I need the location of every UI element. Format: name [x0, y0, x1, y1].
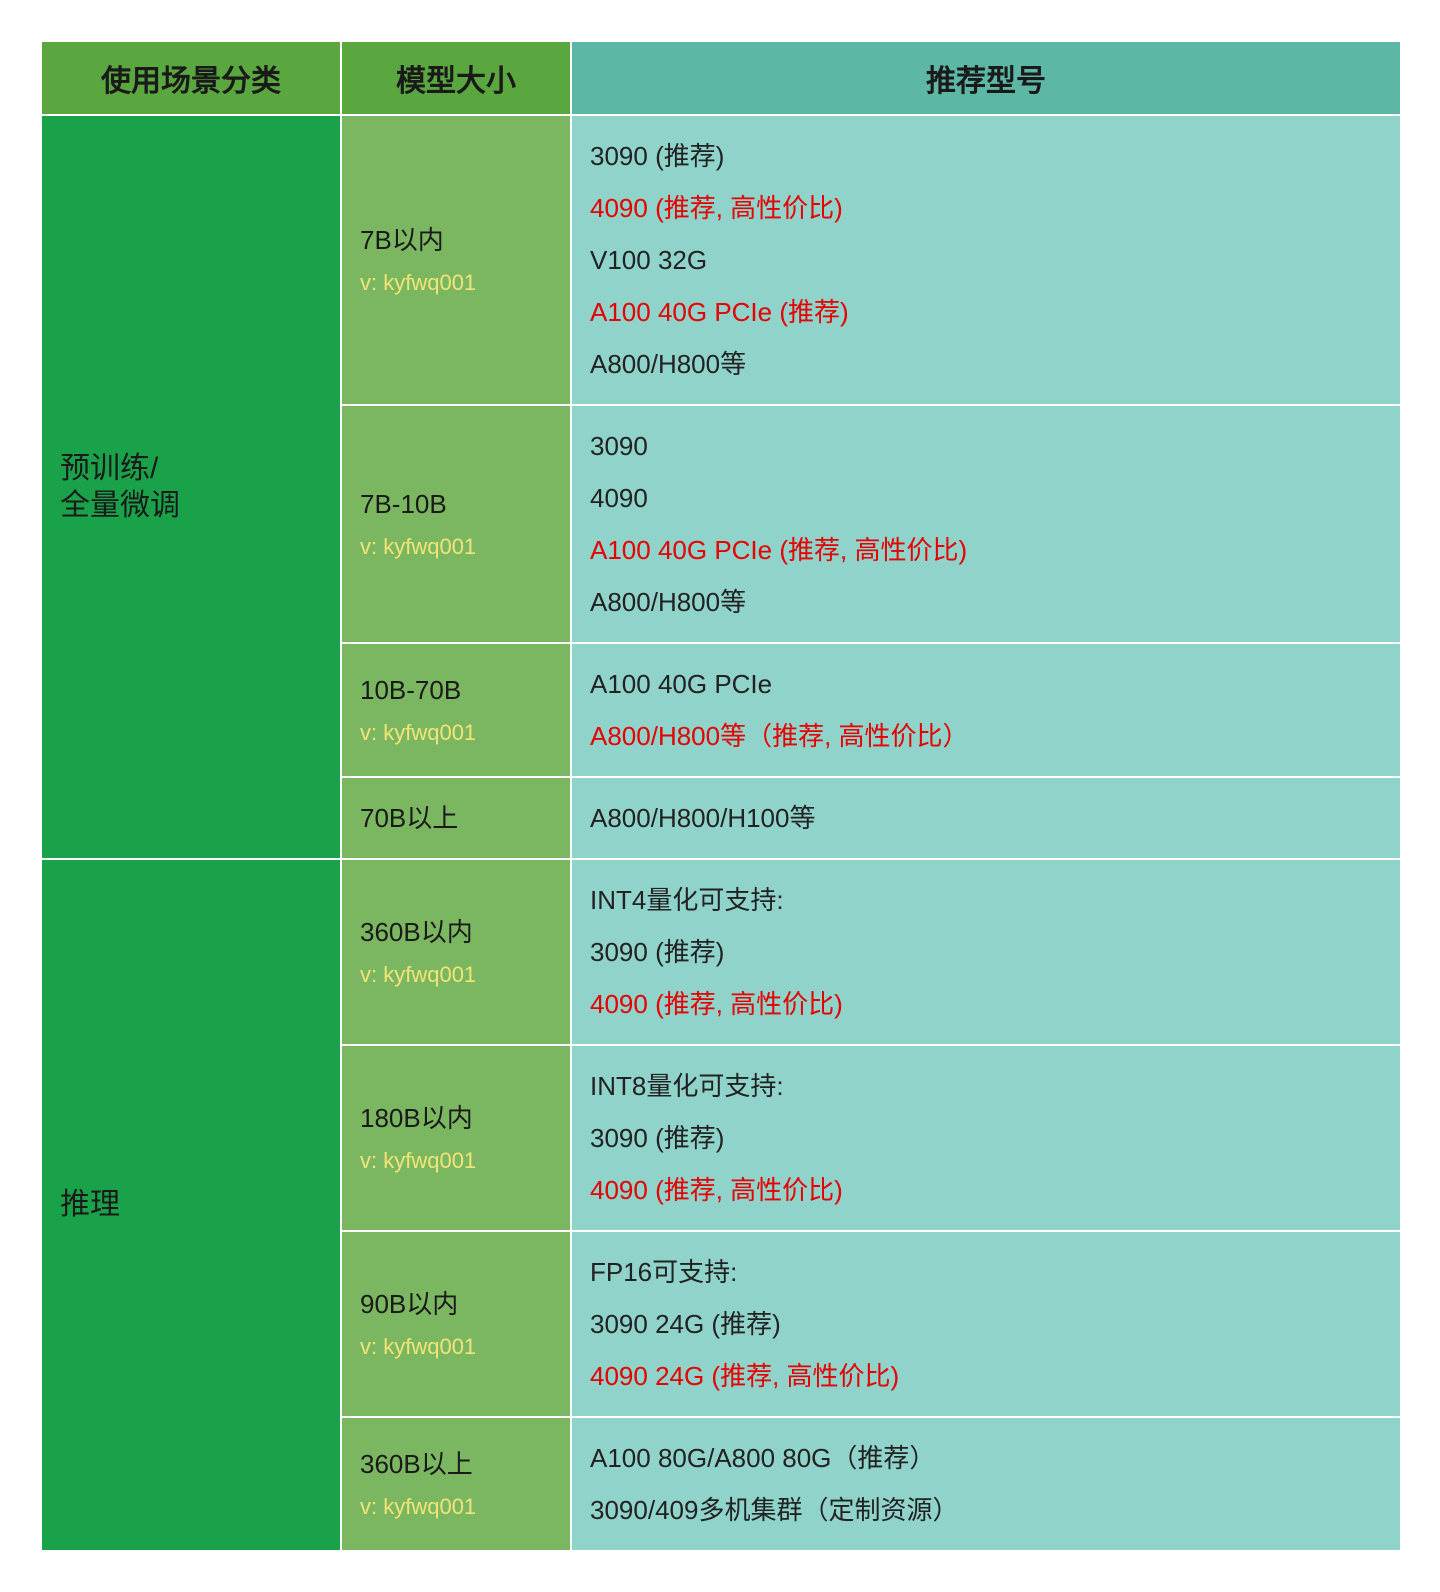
watermark-text: v: kyfwq001 [360, 1490, 552, 1523]
model-size-label: 180B以内 [360, 1099, 552, 1138]
model-size-label: 70B以上 [360, 799, 552, 838]
model-size-cell: 7B-10B v: kyfwq001 [341, 405, 571, 643]
recommendation-line: INT8量化可支持: [590, 1060, 1382, 1112]
recommendation-line: 3090 24G (推荐) [590, 1298, 1382, 1350]
recommendation-line: 4090 (推荐, 高性价比) [590, 1164, 1382, 1216]
recommendation-line: 3090 (推荐) [590, 130, 1382, 182]
recommendation-line: 3090/409多机集群（定制资源） [590, 1484, 1382, 1536]
model-size-label: 7B以内 [360, 221, 552, 260]
recommendation-line: FP16可支持: [590, 1246, 1382, 1298]
watermark-text: v: kyfwq001 [360, 958, 552, 991]
watermark-text: v: kyfwq001 [360, 716, 552, 749]
recommendation-line: A100 40G PCIe (推荐) [590, 286, 1382, 338]
recommendation-cell: 30904090A100 40G PCIe (推荐, 高性价比)A800/H80… [571, 405, 1401, 643]
scene-cell: 推理 [41, 859, 341, 1551]
recommendation-line: 4090 (推荐, 高性价比) [590, 182, 1382, 234]
recommendation-cell: 3090 (推荐)4090 (推荐, 高性价比)V100 32GA100 40G… [571, 115, 1401, 405]
recommendation-line: A800/H800等 [590, 338, 1382, 390]
model-size-cell: 180B以内 v: kyfwq001 [341, 1045, 571, 1231]
watermark-text: v: kyfwq001 [360, 530, 552, 563]
recommendation-cell: INT4量化可支持:3090 (推荐)4090 (推荐, 高性价比) [571, 859, 1401, 1045]
model-size-cell: 10B-70B v: kyfwq001 [341, 643, 571, 777]
recommendation-line: 4090 [590, 472, 1382, 524]
recommendation-line: V100 32G [590, 234, 1382, 286]
watermark-text: v: kyfwq001 [360, 1144, 552, 1177]
recommendation-line: INT4量化可支持: [590, 874, 1382, 926]
header-scene: 使用场景分类 [41, 41, 341, 115]
recommendation-line: 3090 (推荐) [590, 1112, 1382, 1164]
table-header-row: 使用场景分类 模型大小 推荐型号 [41, 41, 1401, 115]
model-size-cell: 360B以内 v: kyfwq001 [341, 859, 571, 1045]
watermark-text: v: kyfwq001 [360, 266, 552, 299]
recommendation-line: 4090 (推荐, 高性价比) [590, 978, 1382, 1030]
model-size-label: 360B以上 [360, 1445, 552, 1484]
gpu-recommendation-table: 使用场景分类 模型大小 推荐型号 预训练/全量微调 7B以内 v: kyfwq001… [40, 40, 1402, 1552]
recommendation-line: 4090 24G (推荐, 高性价比) [590, 1350, 1382, 1402]
recommendation-cell: A100 40G PCIeA800/H800等（推荐, 高性价比） [571, 643, 1401, 777]
model-size-cell: 7B以内 v: kyfwq001 [341, 115, 571, 405]
model-size-label: 360B以内 [360, 913, 552, 952]
recommendation-line: 3090 [590, 420, 1382, 472]
recommendation-line: A800/H800/H100等 [590, 792, 1382, 844]
model-size-label: 10B-70B [360, 671, 552, 710]
recommendation-line: A800/H800等（推荐, 高性价比） [590, 710, 1382, 762]
model-size-cell: 90B以内 v: kyfwq001 [341, 1231, 571, 1417]
recommendation-line: 3090 (推荐) [590, 926, 1382, 978]
recommendation-cell: A800/H800/H100等 [571, 777, 1401, 859]
model-size-label: 7B-10B [360, 485, 552, 524]
recommendation-cell: FP16可支持:3090 24G (推荐)4090 24G (推荐, 高性价比) [571, 1231, 1401, 1417]
header-size: 模型大小 [341, 41, 571, 115]
recommendation-line: A100 40G PCIe (推荐, 高性价比) [590, 524, 1382, 576]
scene-cell: 预训练/全量微调 [41, 115, 341, 859]
recommendation-cell: INT8量化可支持:3090 (推荐)4090 (推荐, 高性价比) [571, 1045, 1401, 1231]
model-size-label: 90B以内 [360, 1285, 552, 1324]
recommendation-line: A800/H800等 [590, 576, 1382, 628]
recommendation-cell: A100 80G/A800 80G（推荐）3090/409多机集群（定制资源） [571, 1417, 1401, 1551]
table-row: 推理360B以内v: kyfwq001INT4量化可支持:3090 (推荐)40… [41, 859, 1401, 1045]
recommendation-line: A100 80G/A800 80G（推荐） [590, 1432, 1382, 1484]
model-size-cell: 360B以上 v: kyfwq001 [341, 1417, 571, 1551]
model-size-cell: 70B以上 [341, 777, 571, 859]
recommendation-line: A100 40G PCIe [590, 658, 1382, 710]
table-row: 预训练/全量微调7B以内v: kyfwq0013090 (推荐)4090 (推荐… [41, 115, 1401, 405]
watermark-text: v: kyfwq001 [360, 1330, 552, 1363]
header-rec: 推荐型号 [571, 41, 1401, 115]
